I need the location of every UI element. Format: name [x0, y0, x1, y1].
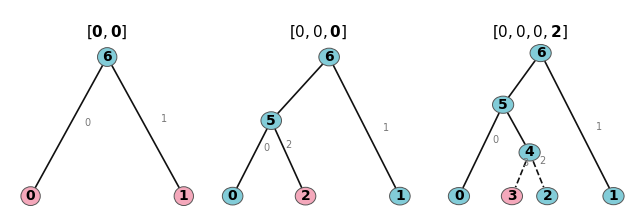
- Text: 0: 0: [492, 135, 499, 145]
- Text: 2: 2: [301, 189, 310, 203]
- Text: 3: 3: [507, 189, 516, 203]
- Text: 5: 5: [498, 98, 508, 112]
- Ellipse shape: [519, 144, 540, 161]
- Text: $[0, 0, \mathbf{0}]$: $[0, 0, \mathbf{0}]$: [289, 23, 348, 41]
- Text: 2: 2: [540, 156, 546, 166]
- Ellipse shape: [530, 44, 551, 62]
- Ellipse shape: [493, 96, 514, 113]
- Ellipse shape: [603, 187, 624, 205]
- Text: 5: 5: [266, 114, 276, 128]
- Text: 6: 6: [536, 46, 545, 60]
- Text: 1: 1: [383, 123, 389, 133]
- Text: 6: 6: [324, 50, 334, 64]
- Ellipse shape: [537, 187, 558, 205]
- Text: 1: 1: [395, 189, 404, 203]
- Text: 1: 1: [609, 189, 618, 203]
- Ellipse shape: [319, 48, 339, 66]
- Ellipse shape: [261, 112, 282, 129]
- Text: 1: 1: [179, 189, 189, 203]
- Text: 6: 6: [102, 50, 112, 64]
- Text: 0: 0: [263, 143, 269, 153]
- Text: 2: 2: [285, 140, 291, 150]
- Text: 0: 0: [84, 118, 90, 128]
- Text: 3: 3: [522, 158, 528, 168]
- Ellipse shape: [501, 187, 522, 205]
- Text: 0: 0: [454, 189, 464, 203]
- Ellipse shape: [21, 187, 40, 206]
- Text: $[\mathbf{0}, \mathbf{0}]$: $[\mathbf{0}, \mathbf{0}]$: [86, 23, 128, 41]
- Text: 1: 1: [596, 122, 602, 132]
- Text: 0: 0: [228, 189, 237, 203]
- Ellipse shape: [390, 187, 410, 205]
- Ellipse shape: [222, 187, 243, 205]
- Text: $[0, 0, 0, \mathbf{2}]$: $[0, 0, 0, \mathbf{2}]$: [492, 23, 568, 41]
- Text: 2: 2: [542, 189, 552, 203]
- Text: 1: 1: [161, 114, 167, 124]
- Text: 0: 0: [26, 189, 35, 203]
- Ellipse shape: [97, 48, 117, 67]
- Ellipse shape: [174, 187, 193, 206]
- Ellipse shape: [295, 187, 316, 205]
- Ellipse shape: [449, 187, 470, 205]
- Text: 4: 4: [525, 145, 534, 159]
